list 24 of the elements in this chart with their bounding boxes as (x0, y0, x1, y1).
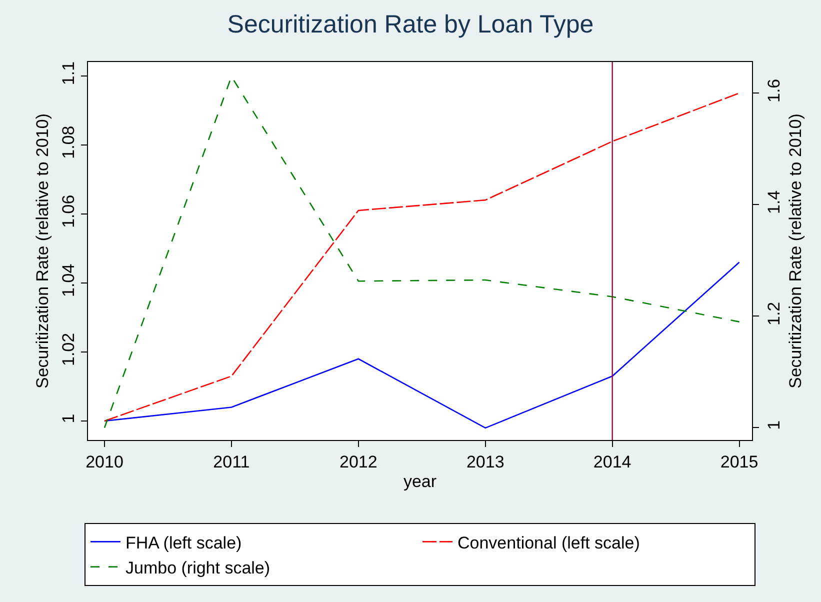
legend-label: Jumbo (right scale) (126, 558, 270, 578)
y2-tick-label: 1.6 (764, 78, 784, 102)
x-tick-label: 2015 (720, 452, 758, 472)
x-axis-title: year (403, 472, 437, 491)
legend-label: FHA (left scale) (126, 533, 242, 552)
chart-title: Securitization Rate by Loan Type (227, 10, 594, 39)
y2-tick-label: 1.4 (764, 190, 784, 214)
x-tick-label: 2013 (466, 452, 504, 472)
y-tick-label: 1.04 (59, 264, 78, 297)
x-tick-label: 2014 (593, 452, 632, 472)
x-tick-label: 2011 (213, 452, 250, 472)
x-tick-label: 2012 (340, 452, 378, 472)
y2-tick-label: 1.2 (764, 302, 784, 326)
x-tick-label: 2010 (86, 452, 124, 472)
y2-axis-title: Securitization Rate (relative to 2010) (786, 114, 805, 388)
y-tick-label: 1.1 (59, 61, 78, 86)
y-tick-label: 1 (59, 414, 78, 424)
y-tick-label: 1.08 (59, 126, 78, 159)
line-series (104, 262, 740, 429)
y-tick-label: 1.06 (59, 194, 78, 228)
legend-label: Conventional (left scale) (458, 533, 640, 552)
y2-tick-label: 1 (764, 420, 784, 430)
y-axis-title: Securitization Rate (relative to 2010) (32, 114, 52, 388)
y-tick-label: 1.02 (59, 332, 78, 366)
